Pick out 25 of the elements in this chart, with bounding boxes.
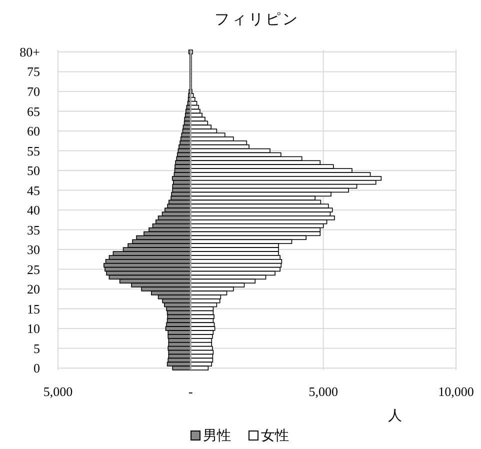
y-tick-label: 45 [27,182,40,198]
y-tick-label: 25 [27,262,40,277]
y-tick-label: 30 [27,242,40,258]
y-tick-label: 35 [27,222,40,238]
chart-title: フィリピン [214,12,300,28]
legend-label: 女性 [261,428,289,444]
x-axis-title: 人 [388,408,402,424]
y-tick-label: 40 [27,202,40,218]
y-tick-label: 0 [34,360,40,376]
y-tick-label: 75 [27,64,40,80]
y-tick-label: 80+ [20,44,40,60]
x-tick-label: 5,000 [43,384,73,399]
y-tick-label: 65 [27,104,40,119]
x-tick-label: 5,000 [308,384,338,399]
x-tick-label: - [188,384,193,399]
y-tick-label: 70 [27,84,40,99]
y-tick-label: 15 [27,301,40,316]
y-tick-label: 5 [34,340,40,356]
y-tick-label: 50 [27,163,40,178]
y-tick-label: 60 [27,124,40,139]
y-tick-label: 55 [27,143,40,158]
y-tick-label: 10 [27,321,40,336]
legend-label: 男性 [203,428,231,444]
y-tick-label: 20 [27,282,40,297]
x-tick-label: 10,000 [438,384,474,399]
